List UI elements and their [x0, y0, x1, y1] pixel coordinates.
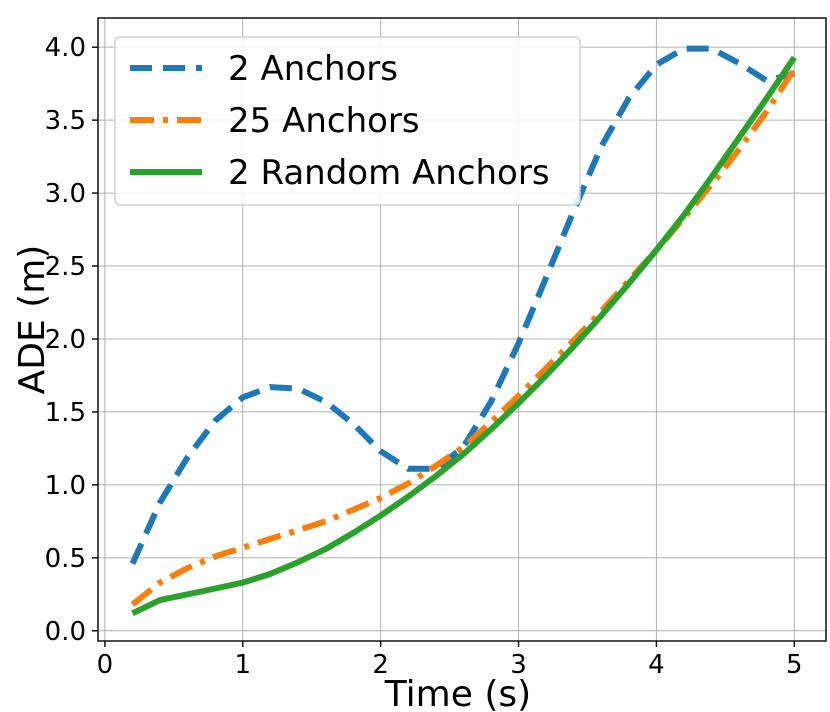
legend: 2 Anchors 25 Anchors 2 Random Anchors	[114, 36, 581, 206]
y-tick-label: 0.0	[45, 617, 86, 647]
x-tick-label: 1	[234, 650, 251, 680]
y-axis-label: ADE (m)	[12, 245, 53, 395]
x-tick-label: 2	[372, 650, 389, 680]
x-tick-label: 4	[648, 650, 665, 680]
y-tick-label: 2.0	[45, 325, 86, 355]
y-tick-label: 3.0	[45, 179, 86, 209]
legend-label-2: 25 Anchors	[228, 101, 420, 141]
x-axis-label: Time (s)	[384, 674, 531, 712]
axis-ticks: 0 1 2 3 4 5 0.0 0.5 1.0 1.5 2.0 2.5 3.0 3.5 4.0	[45, 33, 803, 680]
y-tick-label: 1.5	[45, 398, 86, 428]
legend-label-1: 2 Anchors	[228, 49, 398, 89]
legend-box	[114, 36, 581, 206]
plot-frame	[97, 17, 827, 642]
y-tick-label: 0.5	[45, 544, 86, 574]
y-tick-label: 1.0	[45, 471, 86, 501]
x-tick-label: 0	[97, 650, 114, 680]
series-line-1	[129, 45, 796, 565]
y-tick-label: 2.5	[45, 252, 86, 282]
series-group	[129, 45, 797, 617]
x-tick-label: 5	[786, 650, 803, 680]
legend-label-3: 2 Random Anchors	[228, 153, 550, 193]
x-tick-label: 3	[510, 650, 527, 680]
series-line-3	[131, 55, 797, 617]
y-tick-label: 4.0	[45, 33, 86, 63]
y-tick-label: 3.5	[45, 106, 86, 136]
